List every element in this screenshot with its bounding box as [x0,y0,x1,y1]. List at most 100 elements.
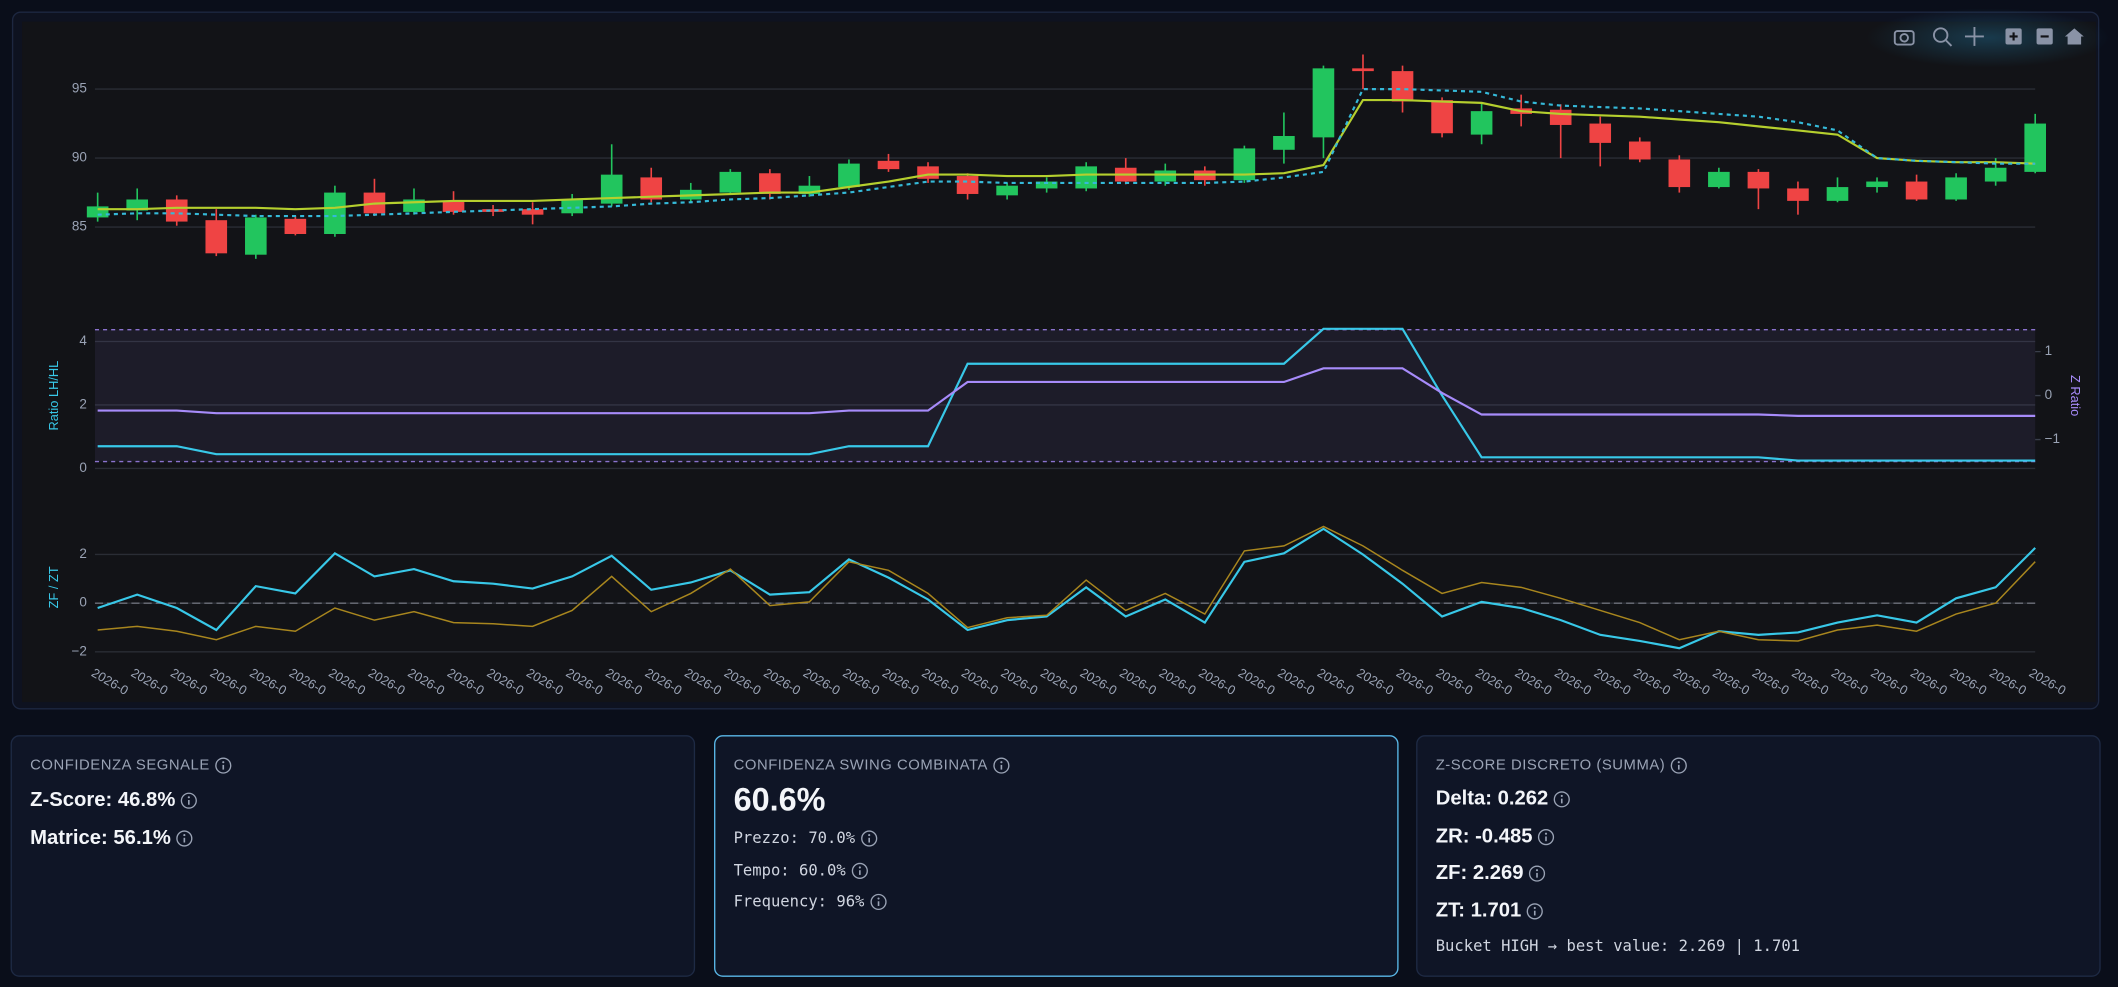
info-dot [1535,869,1539,872]
info-icon[interactable] [180,792,197,809]
zoom-out-button[interactable] [2036,28,2053,45]
candle-body [126,199,148,211]
info-icon[interactable] [1526,903,1543,920]
info-icon[interactable] [1670,757,1687,774]
info-icon[interactable] [870,893,887,911]
card-title: CONFIDENZA SWING COMBINATA [734,757,988,773]
plots: 85 90 95 0 2 4 1 0 −1 Ratio LH/HL Z Ratio −2 0 2 ZF / … [46,54,2083,698]
info-icon[interactable] [176,830,193,847]
y2-tick-label: 1 [2045,343,2053,358]
card-line: Tempo: 60.0% [734,861,847,879]
y-axis-label: ZF / ZT [46,566,61,608]
candle-body [1905,181,1928,200]
info-circle [180,792,197,809]
series-line [97,88,2036,218]
series-line [97,98,2036,211]
candle-body [1787,188,1809,201]
toolbar [1866,8,2110,68]
card-line: Frequency: 96% [734,892,865,910]
candle-body [1589,123,1612,143]
card-line: ZR: -0.485 [1436,825,1533,847]
info-circle [861,830,878,847]
info-dot [858,866,861,869]
y-tick-label: 0 [79,595,87,610]
candle-body [719,171,742,193]
candle-body [1154,170,1177,182]
info-icon[interactable] [861,830,878,847]
info-dot [187,796,190,799]
info-dot [1560,794,1563,798]
info-circle [870,893,887,911]
candle-body [956,176,979,194]
candle-body [1431,100,1453,134]
series-line [97,327,2036,462]
y2-tick-label: −1 [2045,431,2060,446]
info-dot [1533,906,1536,910]
candle-body [1233,148,1256,181]
card-line: ZT: 1.701 [1436,900,1522,922]
y-tick-label: 95 [72,81,87,96]
candle-body [996,185,1018,196]
card-line: Prezzo: 70.0% [734,829,856,847]
candle-body [1826,187,1849,201]
candle-body [561,199,583,214]
series-line [97,525,2036,642]
info-circle [993,757,1010,774]
info-dot [868,834,871,837]
series-line [97,367,2036,417]
info-dot [1000,761,1003,764]
card-line: Delta: 0.262 [1436,788,1549,810]
y2-axis-label: Z Ratio [2068,375,2083,416]
candle-body [1945,177,1967,200]
candle-body [640,177,663,200]
info-icon[interactable] [215,757,232,774]
card-line: ZF: 2.269 [1436,862,1524,884]
y-tick-label: 4 [79,333,87,348]
card [714,735,1399,977]
candle-body [600,174,623,204]
candle-body [1273,135,1295,150]
camera-button[interactable] [1893,30,1915,46]
candle-body [798,185,821,194]
candle-body [1668,159,1691,188]
info-circle [1526,903,1543,920]
info-circle [1553,791,1570,808]
y-tick-label: 85 [72,219,87,234]
y-tick-label: 2 [79,397,87,412]
card [10,735,696,977]
info-circle [215,757,232,774]
candle-body [1035,181,1058,189]
threshold-band [94,329,2036,462]
toolbar-glow [1866,8,2110,68]
info-icon[interactable] [1553,791,1570,808]
candle-body [324,192,346,235]
info-dot [1544,832,1548,835]
zoom-button[interactable] [1932,27,1953,47]
pan-button[interactable] [1964,27,1984,46]
info-icon[interactable] [1528,865,1546,882]
candle-body [759,173,781,194]
zoom-in-button[interactable] [2005,28,2022,45]
candle-body [1391,71,1414,102]
candle-body [1549,109,1572,125]
y-axis-label: Ratio LH/HL [46,361,61,431]
info-icon[interactable] [851,862,868,879]
info-dot [1677,761,1680,764]
info-circle [851,862,868,879]
info-dot [183,834,186,837]
candle-body [442,200,465,212]
card-zscore: Z-SCORE DISCRETO (SUMMA) Delta: 0.262 ZR… [1416,735,2101,977]
card-title: Z-SCORE DISCRETO (SUMMA) [1436,757,1666,773]
info-icon[interactable] [1537,829,1555,846]
y2-tick-label: 0 [2045,387,2053,402]
candle-body [1312,68,1335,138]
info-dot [877,897,880,900]
candle-body [1984,167,2007,182]
info-icon[interactable] [993,757,1010,774]
candle-body [1470,111,1493,135]
candle-body [1708,171,1730,188]
card-headline: 60.6% [734,782,826,818]
info-dot [222,761,225,764]
